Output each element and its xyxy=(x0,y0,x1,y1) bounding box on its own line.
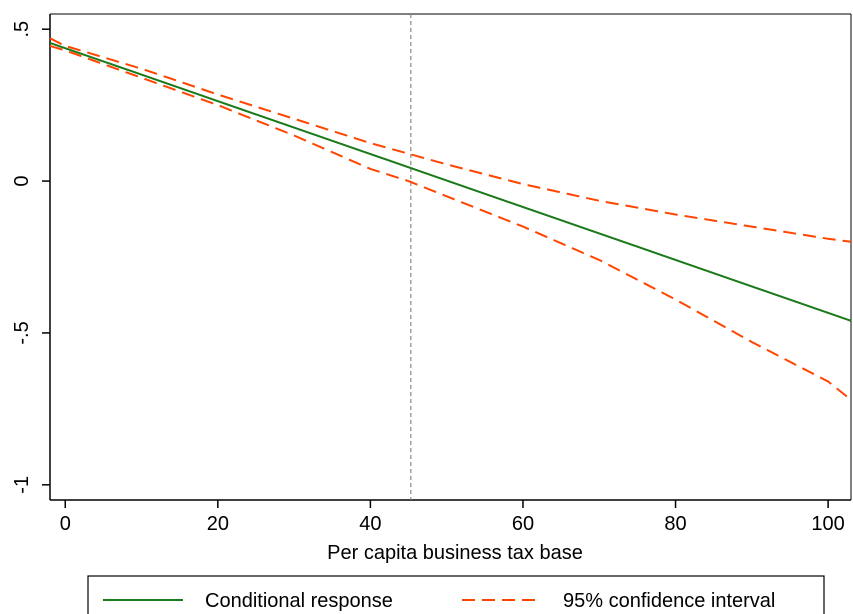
y-tick-label: -.5 xyxy=(11,321,33,344)
plot-frame xyxy=(49,13,852,501)
series-line-ci-lower xyxy=(49,44,852,401)
x-tick-label: 80 xyxy=(664,513,686,535)
x-tick-label: 20 xyxy=(207,513,229,535)
legend-label-confidence-interval: 95% confidence interval xyxy=(563,590,775,612)
y-ticks: .5 0 -.5 -1 xyxy=(11,21,50,494)
legend-label-conditional-response: Conditional response xyxy=(205,590,393,612)
series-line-conditional-response xyxy=(49,41,852,322)
x-tick-label: 40 xyxy=(359,513,381,535)
x-ticks: 0 20 40 60 80 100 xyxy=(60,500,845,535)
x-tick-label: 100 xyxy=(811,513,844,535)
x-axis-title: Per capita business tax base xyxy=(327,542,583,564)
series-group xyxy=(49,37,852,401)
y-tick-label: .5 xyxy=(11,21,33,38)
x-tick-label: 60 xyxy=(512,513,534,535)
y-tick-label: -1 xyxy=(11,476,33,494)
x-tick-label: 0 xyxy=(60,513,71,535)
legend: Conditional response 95% confidence inte… xyxy=(87,575,825,614)
series-line-ci-upper xyxy=(49,37,852,243)
y-tick-label: 0 xyxy=(11,176,33,187)
legend-box xyxy=(87,575,825,614)
